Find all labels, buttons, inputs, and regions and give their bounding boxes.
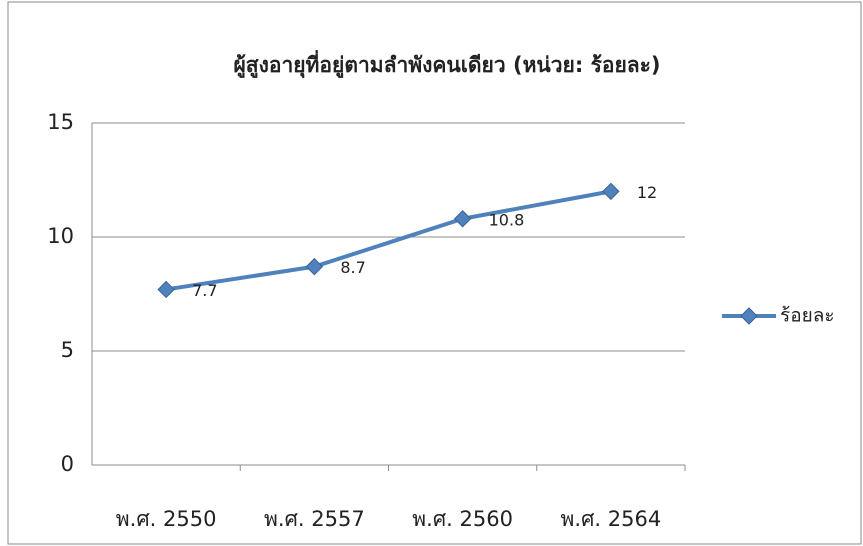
data-point	[455, 211, 471, 227]
data-point	[603, 183, 619, 199]
x-tick-label: พ.ศ. 2550	[116, 507, 217, 531]
y-tick-label: 0	[61, 452, 74, 476]
data-point	[306, 259, 322, 275]
legend-marker	[741, 308, 757, 324]
legend-label: ร้อยละ	[780, 305, 835, 327]
y-tick-label: 10	[47, 224, 74, 248]
x-tick-label: พ.ศ. 2564	[561, 507, 662, 531]
data-label: 8.7	[340, 258, 365, 277]
chart-title: ผู้สูงอายุที่อยู่ตามลำพังคนเดียว (หน่วย:…	[233, 49, 660, 79]
x-tick-label: พ.ศ. 2560	[412, 507, 513, 531]
chart: ผู้สูงอายุที่อยู่ตามลำพังคนเดียว (หน่วย:…	[0, 0, 863, 546]
data-point	[158, 281, 174, 297]
y-tick-label: 15	[47, 110, 74, 134]
page: {"chart_data": {"type": "line", "title":…	[0, 0, 863, 546]
data-label: 12	[637, 183, 657, 202]
data-label: 7.7	[192, 281, 217, 300]
chart-frame	[8, 2, 861, 544]
y-tick-label: 5	[61, 338, 74, 362]
series-line	[166, 191, 611, 289]
data-label: 10.8	[489, 210, 525, 229]
x-tick-label: พ.ศ. 2557	[264, 507, 365, 531]
